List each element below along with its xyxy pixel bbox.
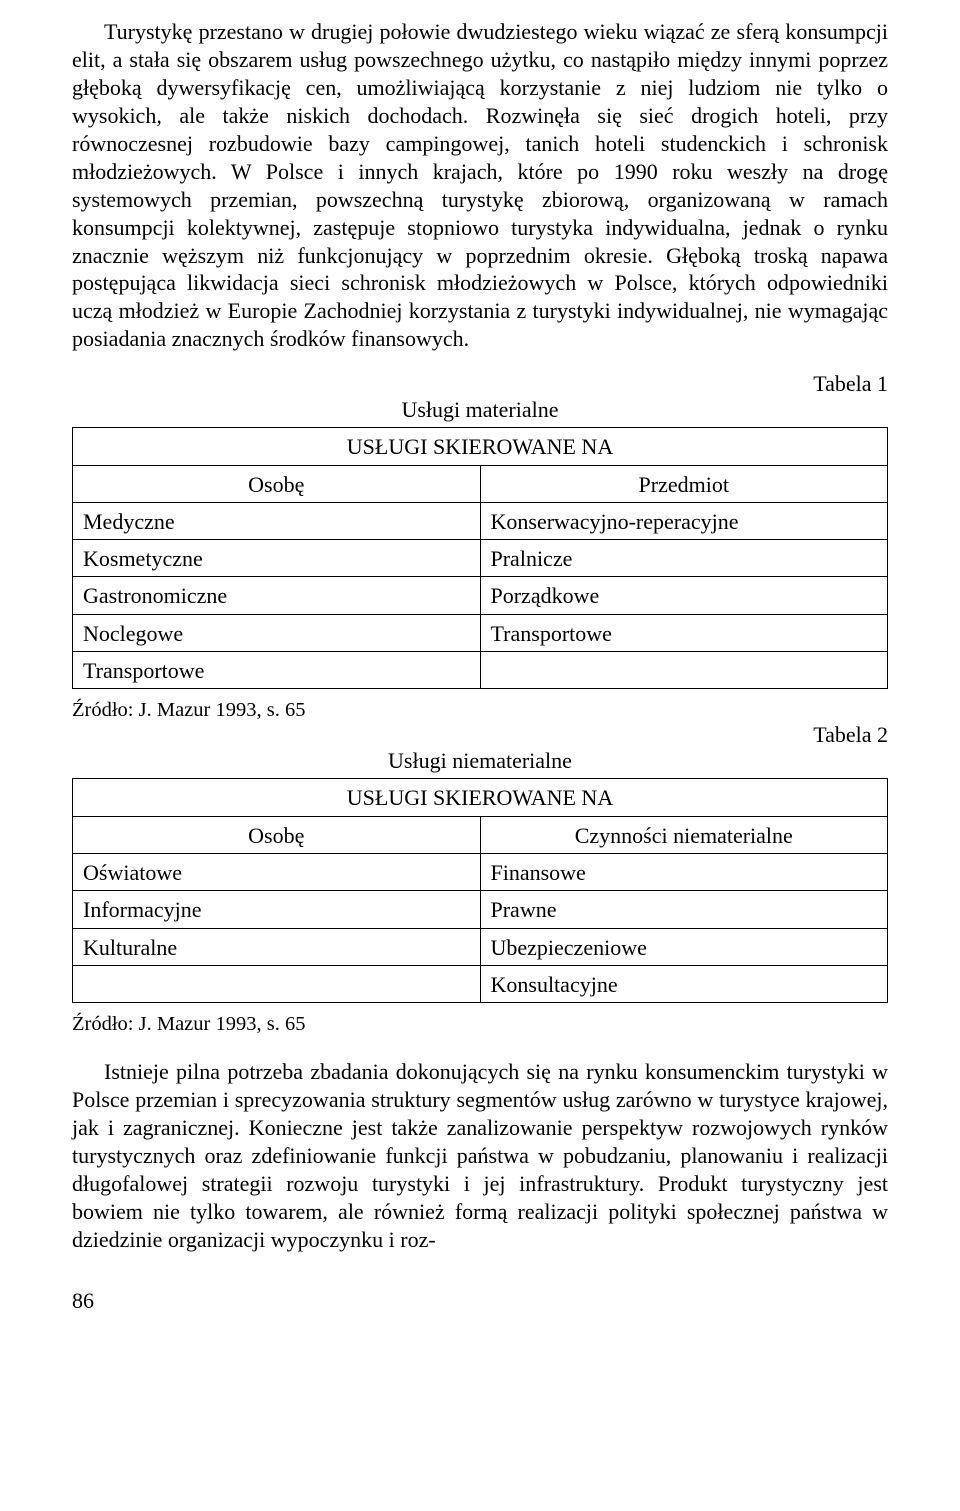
table-1: USŁUGI SKIEROWANE NA Osobę Przedmiot Med…: [72, 427, 888, 689]
table-row: Transportowe: [73, 652, 888, 689]
table-1-col2-header: Przedmiot: [480, 465, 888, 502]
table-row: Medyczne Konserwacyjno-reperacyjne: [73, 502, 888, 539]
table-2-col1-header: Osobę: [73, 816, 481, 853]
table-cell: Gastronomiczne: [73, 577, 481, 614]
table-cell: Transportowe: [73, 652, 481, 689]
table-cell: Ubezpieczeniowe: [480, 928, 888, 965]
table-2-header-span: USŁUGI SKIEROWANE NA: [73, 779, 888, 816]
paragraph-2-text: Istnieje pilna potrzeba zbadania dokonuj…: [72, 1059, 888, 1252]
table-cell: Konsultacyjne: [480, 965, 888, 1002]
table-cell: Finansowe: [480, 853, 888, 890]
table-row: Kosmetyczne Pralnicze: [73, 540, 888, 577]
table-row: Kulturalne Ubezpieczeniowe: [73, 928, 888, 965]
page-number: 86: [72, 1288, 888, 1314]
source-1: Źródło: J. Mazur 1993, s. 65: [72, 699, 888, 722]
paragraph-1: Turystykę przestano w drugiej połowie dw…: [72, 18, 888, 353]
table-cell: [480, 652, 888, 689]
table-2: USŁUGI SKIEROWANE NA Osobę Czynności nie…: [72, 778, 888, 1003]
table-1-header-span: USŁUGI SKIEROWANE NA: [73, 428, 888, 465]
table-2-caption: Usługi niematerialne: [72, 748, 888, 774]
table-row: Noclegowe Transportowe: [73, 614, 888, 651]
table-cell: [73, 965, 481, 1002]
table-cell: Informacyjne: [73, 891, 481, 928]
table-cell: Konserwacyjno-reperacyjne: [480, 502, 888, 539]
table-cell: Medyczne: [73, 502, 481, 539]
table-row: Informacyjne Prawne: [73, 891, 888, 928]
table-1-caption: Usługi materialne: [72, 397, 888, 423]
table-cell: Noclegowe: [73, 614, 481, 651]
table-cell: Oświatowe: [73, 853, 481, 890]
table-cell: Prawne: [480, 891, 888, 928]
table-cell: Kosmetyczne: [73, 540, 481, 577]
source-2: Źródło: J. Mazur 1993, s. 65: [72, 1013, 888, 1036]
table-row: Gastronomiczne Porządkowe: [73, 577, 888, 614]
table-cell: Pralnicze: [480, 540, 888, 577]
table-2-col2-header: Czynności niematerialne: [480, 816, 888, 853]
paragraph-1-text: Turystykę przestano w drugiej połowie dw…: [72, 19, 888, 351]
table-2-label: Tabela 2: [72, 722, 888, 748]
table-1-col1-header: Osobę: [73, 465, 481, 502]
table-1-block: Tabela 1 Usługi materialne USŁUGI SKIERO…: [72, 371, 888, 689]
paragraph-2: Istnieje pilna potrzeba zbadania dokonuj…: [72, 1058, 888, 1254]
table-2-block: Tabela 2 Usługi niematerialne USŁUGI SKI…: [72, 722, 888, 1003]
table-row: Konsultacyjne: [73, 965, 888, 1002]
table-cell: Porządkowe: [480, 577, 888, 614]
table-1-label: Tabela 1: [72, 371, 888, 397]
table-row: Oświatowe Finansowe: [73, 853, 888, 890]
table-cell: Kulturalne: [73, 928, 481, 965]
table-cell: Transportowe: [480, 614, 888, 651]
